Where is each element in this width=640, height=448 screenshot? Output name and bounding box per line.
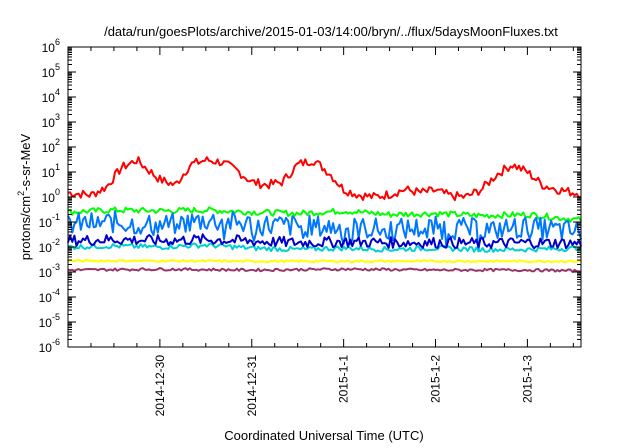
y-axis-label-prefix: protons/cm: [18, 196, 33, 260]
x-tick-label: 2014-12-31: [245, 355, 259, 417]
y-tick-exponent: 5: [55, 62, 60, 72]
y-tick-label: 106: [42, 37, 60, 55]
x-axis-label: Coordinated Universal Time (UTC): [224, 428, 423, 443]
y-tick-exponent: -1: [52, 212, 60, 222]
y-tick-base: 10: [39, 341, 53, 355]
y-tick-base: 10: [39, 266, 53, 280]
plot-frame: [67, 46, 582, 348]
series-line-5: [67, 258, 582, 264]
y-tick-base: 10: [42, 141, 56, 155]
y-tick-label: 100: [42, 187, 60, 205]
series-line-4: [67, 233, 582, 250]
series-line-2: [67, 210, 582, 253]
x-tick-label: 2015-1-2: [429, 355, 443, 403]
y-tick-base: 10: [42, 166, 56, 180]
y-tick-base: 10: [42, 66, 56, 80]
y-tick-exponent: -4: [52, 287, 60, 297]
y-tick-label: 10-2: [39, 237, 60, 255]
y-tick-label: 10-5: [39, 312, 60, 330]
series-line-3: [67, 242, 582, 253]
y-tick-exponent: -2: [52, 237, 60, 247]
y-axis-label: protons/cm2-s-sr-MeV: [16, 133, 33, 260]
y-tick-exponent: 6: [55, 37, 60, 47]
series-line-0: [67, 156, 582, 202]
series-layer: [67, 156, 582, 273]
y-tick-base: 10: [42, 41, 56, 55]
y-axis-label-suffix: -s-sr-MeV: [18, 133, 33, 190]
y-tick-label: 10-3: [39, 262, 60, 280]
y-tick-exponent: 3: [55, 112, 60, 122]
x-tick-label: 2014-12-30: [153, 355, 167, 417]
x-axis: 2014-12-30 2014-12-31 2015-1-1 2015-1-2 2015…: [67, 47, 574, 417]
y-tick-base: 10: [39, 216, 53, 230]
y-tick-base: 10: [39, 291, 53, 305]
y-tick-base: 10: [42, 91, 56, 105]
y-tick-exponent: -6: [52, 337, 60, 347]
y-tick-base: 10: [39, 241, 53, 255]
y-tick-base: 10: [39, 316, 53, 330]
y-tick-label: 104: [42, 87, 60, 105]
y-tick-base: 10: [42, 116, 56, 130]
y-tick-exponent: -5: [52, 312, 60, 322]
y-tick-label: 103: [42, 112, 60, 130]
y-tick-exponent: 1: [55, 162, 60, 172]
y-tick-exponent: 2: [55, 137, 60, 147]
y-tick-exponent: -3: [52, 262, 60, 272]
y-axis-label-sup: 2: [16, 191, 26, 196]
y-axis: 10-610-510-410-310-210-11001011021031041…: [39, 37, 581, 355]
y-tick-base: 10: [42, 191, 56, 205]
series-line-6: [67, 267, 582, 273]
y-tick-label: 105: [42, 62, 60, 80]
y-tick-exponent: 4: [55, 87, 60, 97]
y-tick-exponent: 0: [55, 187, 60, 197]
y-tick-label: 102: [42, 137, 60, 155]
x-tick-label: 2015-1-1: [337, 355, 351, 403]
y-tick-label: 10-4: [39, 287, 60, 305]
series-line-1: [67, 206, 582, 223]
y-tick-label: 101: [42, 162, 60, 180]
x-tick-label: 2015-1-3: [520, 355, 534, 403]
y-tick-label: 10-1: [39, 212, 60, 230]
chart-title: /data/run/goesPlots/archive/2015-01-03/1…: [104, 24, 558, 39]
y-tick-label: 10-6: [39, 337, 60, 355]
